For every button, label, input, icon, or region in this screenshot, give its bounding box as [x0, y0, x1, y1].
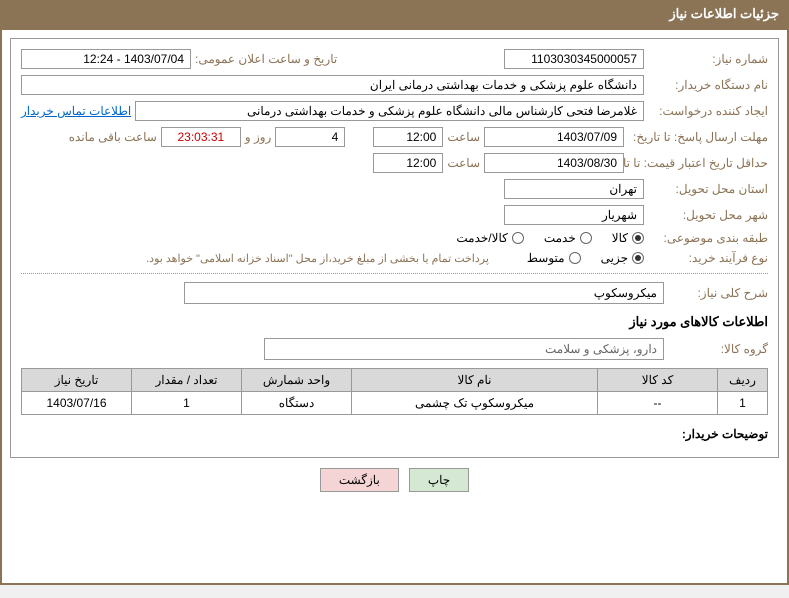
radio-goods-circle [632, 232, 644, 244]
need-number-field: 1103030345000057 [504, 49, 644, 69]
row-delivery-city: شهر محل تحویل: شهریار [21, 205, 768, 225]
radio-service-label: خدمت [544, 231, 576, 245]
announce-date-field: 1403/07/04 - 12:24 [21, 49, 191, 69]
td-row: 1 [718, 392, 768, 415]
row-buyer-notes: توضیحات خریدار: [21, 427, 768, 441]
response-deadline-date: 1403/07/09 [484, 127, 624, 147]
table-row: 1 -- میکروسکوپ تک چشمی دستگاه 1 1403/07/… [22, 392, 768, 415]
radio-goods-service-label: کالا/خدمت [456, 231, 507, 245]
remaining-label: ساعت باقی مانده [69, 130, 157, 144]
contact-buyer-link[interactable]: اطلاعات تماس خریدار [21, 104, 131, 118]
days-remaining-field: 4 [275, 127, 345, 147]
radio-medium[interactable]: متوسط [527, 251, 581, 265]
page-header: جزئیات اطلاعات نیاز [0, 0, 789, 28]
price-validity-date: 1403/08/30 [484, 153, 624, 173]
price-validity-time: 12:00 [373, 153, 443, 173]
announce-date-label: تاریخ و ساعت اعلان عمومی: [195, 52, 337, 66]
countdown-timer: 23:03:31 [161, 127, 241, 147]
radio-goods-service[interactable]: کالا/خدمت [456, 231, 523, 245]
payment-note: پرداخت تمام یا بخشی از مبلغ خرید،از محل … [146, 252, 489, 265]
row-response-deadline: مهلت ارسال پاسخ: تا تاریخ: 1403/07/09 سا… [21, 127, 768, 147]
response-deadline-time: 12:00 [373, 127, 443, 147]
outer-container: AriaTender.net شماره نیاز: 1103030345000… [0, 28, 789, 585]
need-desc-field: میکروسکوپ [184, 282, 664, 304]
purchase-process-label: نوع فرآیند خرید: [648, 251, 768, 265]
radio-service[interactable]: خدمت [544, 231, 592, 245]
td-unit: دستگاه [242, 392, 352, 415]
form-container: شماره نیاز: 1103030345000057 تاریخ و ساع… [10, 38, 779, 458]
table-header-row: ردیف کد کالا نام کالا واحد شمارش تعداد /… [22, 369, 768, 392]
back-button[interactable]: بازگشت [320, 468, 399, 492]
goods-group-field: دارو، پزشکی و سلامت [264, 338, 664, 360]
days-and-label: روز و [245, 130, 272, 144]
row-need-number: شماره نیاز: 1103030345000057 تاریخ و ساع… [21, 49, 768, 69]
row-need-desc: شرح کلی نیاز: میکروسکوپ [21, 282, 768, 304]
th-code: کد کالا [598, 369, 718, 392]
category-label: طبقه بندی موضوعی: [648, 231, 768, 245]
delivery-province-label: استان محل تحویل: [648, 182, 768, 196]
purchase-radio-group: جزیی متوسط [527, 251, 644, 265]
price-validity-label: حداقل تاریخ اعتبار قیمت: تا تاریخ: [628, 156, 768, 170]
buyer-org-field: دانشگاه علوم پزشکی و خدمات بهداشتی درمان… [21, 75, 644, 95]
goods-table: ردیف کد کالا نام کالا واحد شمارش تعداد /… [21, 368, 768, 415]
td-name: میکروسکوپ تک چشمی [352, 392, 598, 415]
time-label-2: ساعت [447, 156, 480, 170]
row-category: طبقه بندی موضوعی: کالا خدمت کالا/خدمت [21, 231, 768, 245]
separator-1 [21, 273, 768, 274]
requester-field: غلامرضا فتحی کارشناس مالی دانشگاه علوم پ… [135, 101, 644, 121]
th-qty: تعداد / مقدار [132, 369, 242, 392]
delivery-city-field: شهریار [504, 205, 644, 225]
th-name: نام کالا [352, 369, 598, 392]
need-desc-label: شرح کلی نیاز: [668, 286, 768, 300]
radio-medium-circle [569, 252, 581, 264]
th-unit: واحد شمارش [242, 369, 352, 392]
row-purchase-process: نوع فرآیند خرید: جزیی متوسط پرداخت تمام … [21, 251, 768, 265]
response-deadline-label: مهلت ارسال پاسخ: تا تاریخ: [628, 130, 768, 144]
row-buyer-org: نام دستگاه خریدار: دانشگاه علوم پزشکی و … [21, 75, 768, 95]
goods-group-label: گروه کالا: [668, 342, 768, 356]
goods-info-title: اطلاعات کالاهای مورد نیاز [21, 314, 768, 330]
row-requester: ایجاد کننده درخواست: غلامرضا فتحی کارشنا… [21, 101, 768, 121]
radio-goods-label: کالا [612, 231, 628, 245]
delivery-city-label: شهر محل تحویل: [648, 208, 768, 222]
row-price-validity: حداقل تاریخ اعتبار قیمت: تا تاریخ: 1403/… [21, 153, 768, 173]
radio-partial[interactable]: جزیی [601, 251, 644, 265]
row-delivery-province: استان محل تحویل: تهران [21, 179, 768, 199]
page-title: جزئیات اطلاعات نیاز [669, 6, 779, 21]
td-code: -- [598, 392, 718, 415]
radio-partial-circle [632, 252, 644, 264]
row-goods-group: گروه کالا: دارو، پزشکی و سلامت [21, 338, 768, 360]
th-date: تاریخ نیاز [22, 369, 132, 392]
delivery-province-field: تهران [504, 179, 644, 199]
category-radio-group: کالا خدمت کالا/خدمت [456, 231, 644, 245]
radio-goods-service-circle [512, 232, 524, 244]
radio-medium-label: متوسط [527, 251, 565, 265]
need-number-label: شماره نیاز: [648, 52, 768, 66]
requester-label: ایجاد کننده درخواست: [648, 104, 768, 118]
print-button[interactable]: چاپ [409, 468, 469, 492]
th-row: ردیف [718, 369, 768, 392]
radio-goods[interactable]: کالا [612, 231, 644, 245]
td-date: 1403/07/16 [22, 392, 132, 415]
time-label-1: ساعت [447, 130, 480, 144]
radio-partial-label: جزیی [601, 251, 628, 265]
button-row: چاپ بازگشت [10, 468, 779, 492]
td-qty: 1 [132, 392, 242, 415]
buyer-org-label: نام دستگاه خریدار: [648, 78, 768, 92]
buyer-notes-label: توضیحات خریدار: [682, 427, 768, 441]
radio-service-circle [580, 232, 592, 244]
